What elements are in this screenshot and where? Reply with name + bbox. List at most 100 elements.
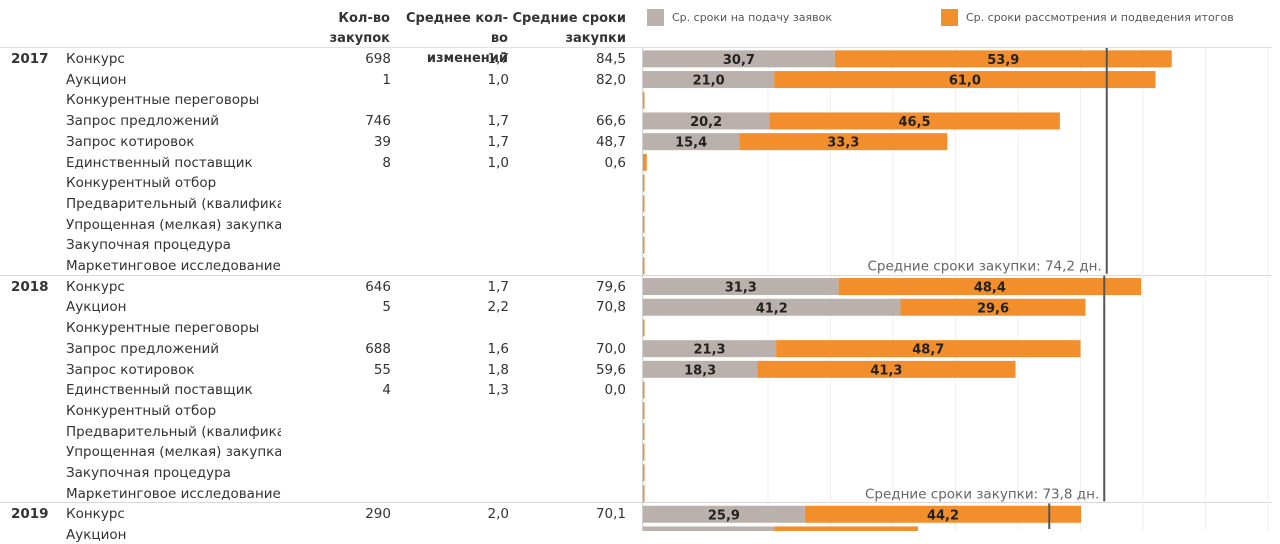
bar-review (838, 278, 1142, 296)
bar-empty-marker (643, 422, 645, 440)
method-label: Конкурс (66, 51, 125, 67)
changes-value: 1,0 (487, 71, 509, 88)
method-label: Маркетинговое исследование (66, 485, 281, 502)
method-label: Упрощенная (мелкая) закупка .. (66, 444, 281, 461)
bar-label-submission: 25,9 (708, 508, 740, 523)
bar-label-review: 48,4 (974, 281, 1006, 296)
changes-value: 2,2 (487, 299, 509, 316)
bar-empty-marker (643, 215, 645, 233)
method-label: Единственный поставщик (66, 154, 253, 171)
bar-label-submission: 20,2 (690, 115, 722, 130)
bar-review (757, 360, 1016, 378)
method-label: Конкурентный отбор (66, 402, 217, 419)
year-label: 2017 (11, 51, 49, 67)
method-label: Конкурентный отбор (66, 175, 217, 192)
bar-submission (643, 278, 839, 296)
average-reference-label: Средние сроки закупки: 73,8 дн. (865, 486, 1099, 502)
duration-value: 48,7 (595, 133, 626, 150)
bar-submission (643, 71, 775, 89)
bar-label-submission: 15,4 (675, 136, 707, 151)
bar-review (774, 71, 1156, 89)
duration-value: 0,0 (604, 382, 626, 399)
method-label: Маркетинговое исследование (66, 258, 281, 274)
stacked-bar-chart: 30,7 53,9 21,0 61,0 20,2 46,5 15,4 33,3 Средние … (642, 48, 1269, 531)
method-label: Запрос котировок (66, 133, 195, 150)
duration-value: 84,5 (595, 51, 626, 67)
method-label: Предварительный (квалифика.. (66, 423, 281, 440)
legend-label-review: Ср. сроки рассмотрения и подведения итог… (966, 10, 1234, 24)
method-label: Единственный поставщик (66, 382, 253, 399)
legend-submission: Ср. сроки на подачу заявок (647, 8, 832, 26)
changes-value: 1,0 (487, 154, 509, 171)
bar-submission (643, 505, 805, 523)
method-label: Предварительный (квалифика.. (66, 195, 281, 212)
method-label: Конкурентные переговоры (66, 320, 260, 337)
duration-value: 59,6 (595, 361, 626, 378)
count-value: 290 (365, 506, 391, 523)
count-value: 55 (373, 361, 391, 378)
bar-empty-marker (643, 236, 645, 254)
method-label: Конкурентные переговоры (66, 92, 260, 109)
bar-empty-marker (643, 174, 645, 192)
header-duration: Средние сроки закупки (512, 11, 626, 46)
duration-value: 82,0 (595, 71, 626, 88)
duration-value: 79,6 (595, 278, 626, 295)
bar-submission (643, 340, 777, 358)
legend-swatch-submission (647, 8, 664, 26)
group-separator (0, 274, 1272, 276)
bar-empty-marker (643, 485, 645, 503)
bar-submission (643, 360, 758, 378)
method-label: Конкурс (66, 278, 125, 295)
bar-submission (643, 526, 775, 531)
bar-empty-marker (643, 195, 645, 213)
year-label: 2019 (11, 506, 49, 523)
bar-submission (643, 112, 770, 130)
method-label: Закупочная процедура (66, 465, 231, 481)
bar-empty-marker (643, 381, 645, 399)
bar-review (900, 298, 1086, 316)
count-value: 5 (382, 299, 391, 316)
bar-submission (643, 50, 835, 68)
count-value: 39 (373, 133, 391, 150)
header-count: Кол-во закупок (329, 11, 390, 46)
count-value: 8 (382, 154, 391, 171)
group-separator (0, 502, 1272, 504)
bar-review (769, 112, 1060, 130)
bar-label-submission: 41,2 (756, 301, 788, 316)
duration-value: 66,6 (595, 113, 626, 130)
duration-value: 0,6 (604, 154, 626, 171)
bar-review (804, 505, 1082, 523)
count-value: 1 (382, 71, 391, 88)
count-value: 698 (365, 51, 391, 67)
bar-review (774, 526, 918, 531)
bar-label-review: 48,7 (912, 343, 944, 358)
bar-label-submission: 21,0 (693, 74, 725, 89)
count-value: 688 (365, 340, 391, 357)
bar-label-review: 46,5 (899, 115, 931, 130)
bar-label-submission: 18,3 (684, 363, 716, 378)
bar-empty-marker (643, 91, 645, 109)
bar-review (643, 153, 647, 171)
bar-review (739, 133, 948, 151)
changes-value: 1,6 (487, 340, 509, 357)
average-reference-label: Средние сроки закупки: 74,2 дн. (867, 259, 1101, 275)
bar-label-submission: 31,3 (725, 281, 757, 296)
bar-empty-marker (643, 257, 645, 275)
method-label: Запрос предложений (66, 113, 220, 130)
header-divider (0, 47, 1272, 48)
legend-review: Ср. сроки рассмотрения и подведения итог… (941, 8, 1234, 26)
bar-label-review: 29,6 (977, 301, 1009, 316)
changes-value: 2,0 (487, 506, 509, 523)
bar-empty-marker (643, 443, 645, 461)
method-label: Аукцион (66, 71, 127, 88)
bar-label-review: 41,3 (870, 363, 902, 378)
bar-submission (643, 298, 901, 316)
legend-swatch-review (941, 8, 958, 26)
method-label: Аукцион (66, 299, 127, 316)
bar-review (834, 50, 1172, 68)
bar-empty-marker (643, 319, 645, 337)
changes-value: 1,8 (487, 361, 509, 378)
duration-value: 70,0 (595, 340, 626, 357)
bar-empty-marker (643, 464, 645, 482)
method-label: Запрос предложений (66, 340, 220, 357)
